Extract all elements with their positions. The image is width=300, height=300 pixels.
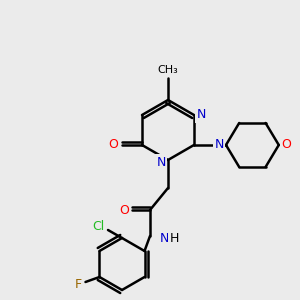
Text: CH₃: CH₃ <box>158 65 178 75</box>
Text: O: O <box>281 139 291 152</box>
Text: Cl: Cl <box>92 220 104 233</box>
Text: N: N <box>214 139 224 152</box>
Text: F: F <box>75 278 82 290</box>
Text: N: N <box>156 155 166 169</box>
Text: O: O <box>108 139 118 152</box>
Text: H: H <box>169 232 179 244</box>
Text: N: N <box>159 232 169 244</box>
Text: N: N <box>196 109 206 122</box>
Text: O: O <box>119 203 129 217</box>
